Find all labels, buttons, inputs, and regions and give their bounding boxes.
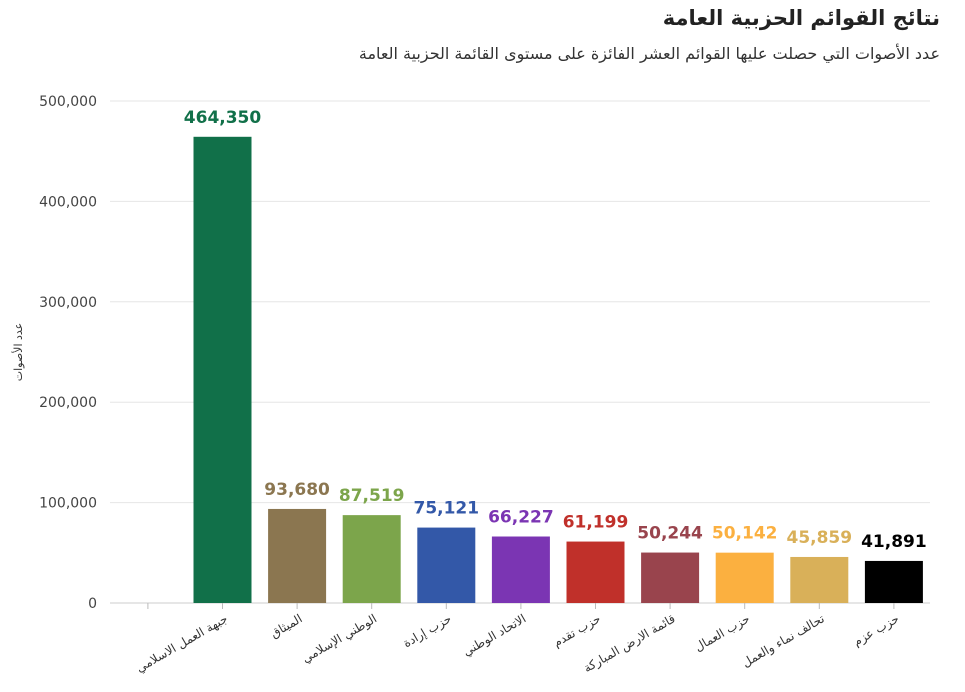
- value-label: 50,244: [637, 524, 703, 544]
- bar: [566, 541, 625, 603]
- bar: [715, 552, 774, 603]
- x-tick-label: حزب العمال: [692, 611, 753, 655]
- y-tick-label: 500,000: [39, 94, 97, 110]
- bar: [491, 536, 550, 603]
- y-tick-label: 200,000: [39, 395, 97, 411]
- bar: [790, 556, 849, 603]
- y-axis: 0 100,000 200,000 300,000 400,000 500,000: [39, 94, 97, 612]
- chart-title: نتائج القوائم الحزبية العامة: [662, 6, 940, 30]
- value-label: 50,142: [712, 524, 778, 544]
- bars: [193, 136, 923, 603]
- bar: [417, 527, 476, 603]
- value-label: 61,199: [563, 513, 629, 533]
- y-tick-label: 100,000: [39, 496, 97, 512]
- bar: [193, 136, 252, 603]
- y-axis-label: عدد الأصوات: [11, 323, 25, 382]
- value-label: 75,121: [413, 499, 479, 519]
- x-tick-label: جبهة العمل الاسلامي: [134, 611, 230, 675]
- chart-subtitle: عدد الأصوات التي حصلت عليها القوائم العش…: [358, 44, 940, 63]
- value-label: 45,859: [786, 528, 852, 548]
- y-tick-label: 0: [88, 596, 97, 612]
- x-tick-label: حزب عزم: [851, 611, 902, 649]
- x-tick-label: الميثاق: [268, 611, 305, 640]
- x-tick-label: تحالف نماء والعمل: [740, 611, 828, 670]
- bar: [864, 560, 923, 603]
- x-tick-label: الوطني الإسلامي: [299, 611, 379, 666]
- x-tick-label: حزب تقدم: [551, 611, 604, 650]
- x-tick-label: الاتحاد الوطني: [460, 611, 529, 659]
- bar: [268, 508, 327, 603]
- value-label: 66,227: [488, 508, 554, 528]
- x-tick-label: حزب إرادة: [401, 611, 455, 651]
- value-label: 93,680: [264, 480, 330, 500]
- value-label: 87,519: [339, 486, 405, 506]
- value-label: 41,891: [861, 532, 927, 552]
- value-label: 464,350: [184, 108, 262, 128]
- y-tick-label: 400,000: [39, 194, 97, 210]
- value-labels: 464,350 93,680 87,519 75,121 66,227 61,199 50,…: [184, 108, 927, 552]
- bar: [641, 552, 700, 603]
- y-tick-label: 300,000: [39, 295, 97, 311]
- bar: [342, 515, 401, 603]
